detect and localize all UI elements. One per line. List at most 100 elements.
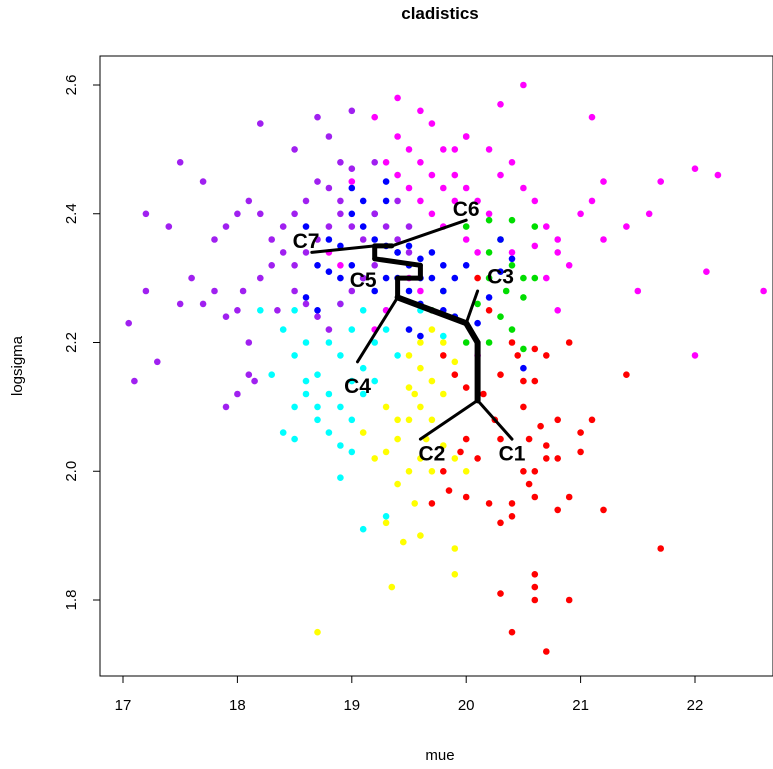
point-series1-16 [451,455,459,462]
point-series0-36 [508,628,516,636]
point-series4-16 [428,249,436,256]
point-series5-55 [371,159,379,166]
point-series3-7 [508,326,516,333]
x-tick-label-3: 20 [458,697,475,714]
tree-branch-14 [390,218,468,248]
point-series0-41 [480,390,487,398]
point-series2-35 [314,403,321,411]
point-series4-25 [325,236,333,243]
y-tick-label-4: 2.6 [63,75,80,96]
point-series3-17 [520,345,527,353]
point-series3-1 [508,262,516,269]
point-series6-44 [417,287,424,295]
point-series6-61 [554,307,561,314]
point-series5-36 [199,300,207,308]
point-series0-50 [565,339,573,346]
point-series6-14 [394,133,401,140]
point-series4-38 [302,294,310,301]
point-series2-14 [314,416,321,424]
clade-label-c6: C6 [453,198,480,221]
point-series5-42 [154,358,161,366]
point-series0-2 [514,352,521,359]
point-series0-22 [554,506,561,514]
point-series5-4 [359,236,367,243]
point-series5-20 [371,262,379,269]
point-series1-0 [394,416,401,424]
point-series6-9 [451,171,459,179]
point-series5-5 [371,210,379,218]
point-series6-6 [451,197,459,205]
point-series3-16 [485,249,493,256]
point-series5-8 [314,236,321,243]
point-series4-35 [382,178,390,185]
points-layer [125,81,767,655]
point-series4-24 [302,223,310,230]
point-series6-30 [554,236,561,243]
point-series4-33 [508,255,516,263]
point-series0-34 [565,596,573,604]
point-series5-51 [348,107,356,115]
point-series5-35 [188,274,195,282]
point-series6-26 [543,223,550,230]
point-series2-0 [325,339,333,346]
point-series1-26 [388,583,396,591]
point-series6-49 [474,249,481,256]
point-series3-13 [508,216,516,224]
point-series0-32 [531,583,539,591]
point-series6-27 [554,249,561,256]
point-series5-26 [302,197,310,205]
point-series0-28 [623,371,630,379]
point-series4-23 [325,268,333,276]
point-series2-25 [359,307,367,314]
point-series5-21 [382,223,390,230]
point-series0-24 [554,455,561,462]
point-series2-20 [268,371,276,379]
point-series6-33 [600,236,607,243]
point-series1-7 [428,326,436,333]
point-series3-11 [462,339,470,346]
point-series5-9 [302,249,310,256]
point-series1-1 [382,403,390,411]
point-series5-39 [234,307,241,314]
point-series6-55 [703,268,710,276]
point-series1-28 [371,455,379,462]
point-series0-35 [497,590,504,597]
point-series1-2 [405,384,413,391]
point-series0-5 [543,352,550,359]
point-series0-21 [565,493,573,501]
point-series4-4 [348,210,356,218]
point-series4-43 [394,249,401,256]
point-series4-13 [451,274,459,282]
point-series6-17 [417,107,424,115]
point-series2-23 [257,307,264,314]
y-tick-label-1: 2.0 [63,461,80,482]
point-series6-3 [417,197,424,205]
point-series6-58 [760,287,767,295]
point-series0-13 [520,468,527,475]
point-series6-31 [577,210,584,218]
point-series1-3 [417,364,424,372]
point-series2-18 [291,435,298,443]
point-series2-7 [371,339,379,346]
point-series3-3 [502,287,510,295]
tree-branch-1 [463,320,481,346]
point-series4-22 [337,274,344,282]
point-series6-18 [428,120,436,127]
point-series5-22 [394,236,401,243]
point-series2-33 [359,525,367,533]
point-series0-11 [554,416,561,424]
y-tick-label-3: 2.4 [63,203,80,224]
x-tick-label-5: 22 [687,697,704,714]
point-series1-9 [451,358,459,366]
point-series5-6 [337,210,344,218]
point-series2-4 [337,403,344,411]
point-series1-20 [411,500,419,507]
clade-label-c2: C2 [418,443,445,466]
point-series0-51 [485,307,493,314]
point-series1-12 [405,468,413,475]
point-series6-32 [588,197,596,205]
point-series6-60 [337,262,344,269]
point-series2-9 [348,326,356,333]
point-series2-30 [348,416,356,424]
point-series0-9 [537,422,544,430]
